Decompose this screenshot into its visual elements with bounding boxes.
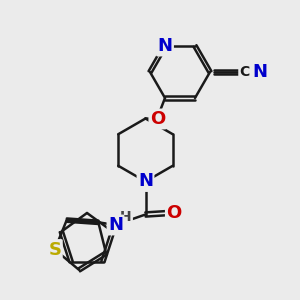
Text: N: N (138, 172, 153, 190)
Text: N: N (252, 63, 267, 81)
Text: S: S (48, 241, 61, 259)
Text: O: O (150, 110, 165, 128)
Text: H: H (120, 210, 132, 224)
Text: N: N (108, 216, 123, 234)
Text: O: O (167, 204, 182, 222)
Text: N: N (158, 37, 172, 55)
Text: C: C (239, 65, 250, 79)
